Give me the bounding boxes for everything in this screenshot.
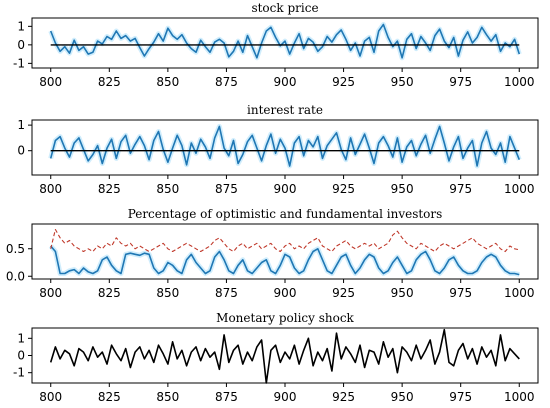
x-tick-label: 825 bbox=[98, 286, 121, 300]
x-tick-label: 950 bbox=[391, 75, 414, 89]
x-tick-label: 1000 bbox=[504, 182, 535, 196]
x-tick-label: 875 bbox=[215, 75, 238, 89]
series-line bbox=[49, 23, 521, 59]
x-tick-label: 900 bbox=[274, 182, 297, 196]
y-tick-label: -1 bbox=[13, 56, 25, 70]
axes-frame bbox=[31, 327, 539, 384]
x-tick-label: 1000 bbox=[504, 390, 535, 404]
x-tick-label: 925 bbox=[332, 390, 355, 404]
x-tick-label: 1000 bbox=[504, 286, 535, 300]
x-tick-label: 850 bbox=[156, 182, 179, 196]
panel-stock-price: stock price 800 825 850 875 900 925 950 975 1000 -… bbox=[13, 1, 539, 89]
y-tick-label: 0 bbox=[17, 144, 25, 158]
x-tick-label: 925 bbox=[332, 75, 355, 89]
x-tick-label: 850 bbox=[156, 75, 179, 89]
panel-title: stock price bbox=[251, 1, 318, 15]
panel-interest-rate: interest rate 800 825 850 875 900 925 950 975 100… bbox=[17, 103, 539, 196]
x-tick-label: 800 bbox=[39, 390, 62, 404]
panel-title: Percentage of optimistic and fundamental… bbox=[128, 207, 443, 221]
x-tick-label: 825 bbox=[98, 182, 121, 196]
y-tick-label: 1 bbox=[17, 118, 25, 132]
x-tick-label: 925 bbox=[332, 182, 355, 196]
y-tick-label: -1 bbox=[13, 366, 25, 380]
x-tick-label: 975 bbox=[449, 75, 472, 89]
y-tick-label: 0.5 bbox=[6, 242, 25, 256]
panel-title: Monetary policy shock bbox=[216, 311, 354, 325]
x-tick-label: 1000 bbox=[504, 75, 535, 89]
x-tick-label: 900 bbox=[274, 286, 297, 300]
x-tick-label: 900 bbox=[274, 390, 297, 404]
x-tick-label: 900 bbox=[274, 75, 297, 89]
y-tick-label: 0 bbox=[17, 38, 25, 52]
x-tick-label: 975 bbox=[449, 286, 472, 300]
x-tick-label: 975 bbox=[449, 390, 472, 404]
x-tick-label: 875 bbox=[215, 182, 238, 196]
x-tick-label: 825 bbox=[98, 390, 121, 404]
x-tick-label: 850 bbox=[156, 390, 179, 404]
x-tick-label: 950 bbox=[391, 390, 414, 404]
x-tick-label: 925 bbox=[332, 286, 355, 300]
series-line bbox=[49, 125, 521, 167]
x-tick-label: 875 bbox=[215, 390, 238, 404]
series-line bbox=[50, 245, 520, 276]
y-tick-label: 0 bbox=[17, 349, 25, 363]
panel-monetary-policy-shock: Monetary policy shock 800 825 850 875 900 925 9… bbox=[13, 311, 539, 404]
x-tick-label: 850 bbox=[156, 286, 179, 300]
x-tick-label: 950 bbox=[391, 286, 414, 300]
series-line-dashed bbox=[50, 228, 520, 253]
x-tick-label: 975 bbox=[449, 182, 472, 196]
x-tick-label: 800 bbox=[39, 75, 62, 89]
series-line bbox=[49, 328, 520, 384]
panel-investor-percentages: Percentage of optimistic and fundamental… bbox=[6, 207, 539, 300]
x-tick-label: 875 bbox=[215, 286, 238, 300]
panel-title: interest rate bbox=[247, 103, 323, 117]
x-tick-label: 800 bbox=[39, 182, 62, 196]
y-tick-label: 1 bbox=[17, 331, 25, 345]
x-tick-label: 950 bbox=[391, 182, 414, 196]
x-tick-label: 825 bbox=[98, 75, 121, 89]
x-tick-label: 800 bbox=[39, 286, 62, 300]
y-tick-label: 0.0 bbox=[6, 269, 25, 283]
y-tick-label: 1 bbox=[17, 19, 25, 33]
